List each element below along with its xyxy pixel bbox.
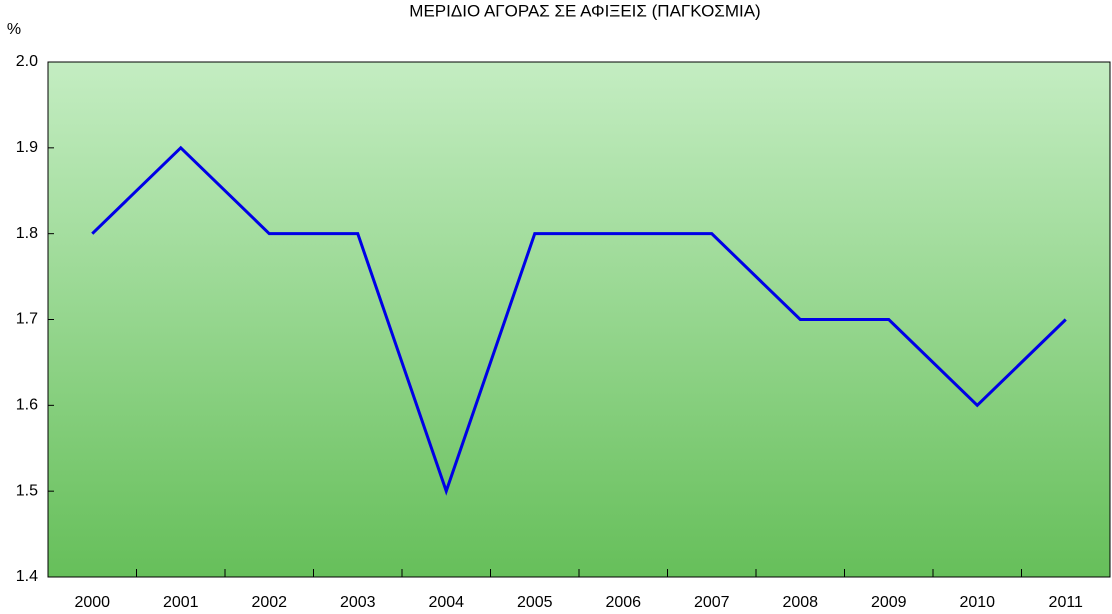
y-tick-label: 1.5: [16, 482, 38, 499]
x-tick-label: 2006: [605, 594, 641, 611]
y-tick-label: 2.0: [16, 53, 38, 70]
plot-area: [47, 61, 1111, 578]
x-tick-label: 2005: [517, 594, 553, 611]
x-tick-label: 2004: [428, 594, 464, 611]
x-tick-label: 2001: [163, 594, 199, 611]
x-tick-label: 2011: [1049, 594, 1084, 611]
y-tick-label: 1.6: [16, 397, 38, 414]
y-tick-label: 1.7: [16, 311, 38, 328]
data-line: [91, 145, 1067, 496]
x-tick-label: 2009: [871, 594, 907, 611]
x-tick-label: 2000: [74, 594, 110, 611]
y-axis-label: %: [7, 21, 21, 38]
x-tick-label: 2007: [694, 594, 730, 611]
x-tick-label: 2010: [959, 594, 995, 611]
x-tick-label: 2003: [340, 594, 376, 611]
x-tick-label: 2008: [782, 594, 818, 611]
chart-title: ΜΕΡΙΔΙΟ ΑΓΟΡΑΣ ΣΕ ΑΦΙΞΕΙΣ (ΠΑΓΚΟΣΜΙΑ): [409, 1, 760, 20]
x-tick-label: 2002: [251, 594, 287, 611]
y-tick-label: 1.9: [16, 139, 38, 156]
y-tick-label: 1.8: [16, 225, 38, 242]
y-tick-label: 1.4: [16, 568, 38, 585]
